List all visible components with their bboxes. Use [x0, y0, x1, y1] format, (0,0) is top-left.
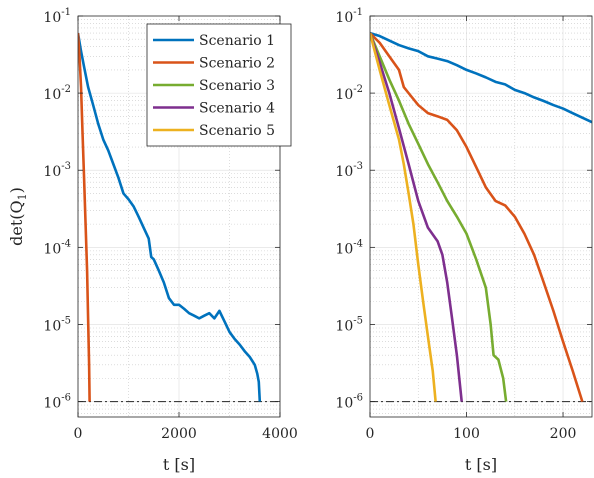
y-axis-label: det(Q1) — [7, 187, 29, 246]
x-axis-label-left: t [s] — [163, 455, 195, 474]
series-line-scenario-5 — [370, 32, 437, 402]
legend-label: Scenario 1 — [199, 33, 275, 49]
x-tick-label: 200 — [550, 426, 577, 442]
axes-box — [369, 15, 593, 418]
y-tick-label: 10-2 — [335, 84, 363, 103]
y-tick-label: 10-1 — [43, 7, 71, 26]
left-panel: 0 2000 4000 10-6 10-5 10-4 10-3 10-2 10-1 — [43, 7, 297, 442]
legend: Scenario 1 Scenario 2 Scenario 3 Scenario 4… — [146, 23, 292, 147]
y-tick-label: 10-6 — [43, 393, 71, 412]
y-tick-label: 10-3 — [335, 161, 363, 180]
x-tick-label: 2000 — [161, 426, 197, 442]
y-tick-label: 10-5 — [335, 315, 363, 334]
legend-label: Scenario 4 — [199, 101, 275, 117]
legend-label: Scenario 5 — [199, 123, 275, 139]
y-tick-label: 10-4 — [43, 238, 71, 257]
x-tick-label: 0 — [366, 426, 375, 442]
series-line-scenario-1 — [78, 32, 262, 402]
y-tick-label: 10-2 — [43, 84, 71, 103]
legend-label: Scenario 3 — [199, 78, 275, 94]
series-line-scenario-3 — [370, 32, 508, 402]
series-line-scenario-1 — [370, 31, 592, 124]
series-line-scenario-2 — [78, 33, 91, 402]
right-panel: 0 100 200 10-6 10-5 10-4 10-3 10-2 10-1 — [335, 7, 593, 442]
y-tick-label: 10-1 — [335, 7, 363, 26]
legend-label: Scenario 2 — [199, 56, 275, 72]
x-tick-label: 0 — [74, 426, 83, 442]
y-tick-label: 10-5 — [43, 315, 71, 334]
y-tick-label: 10-6 — [335, 393, 363, 412]
x-tick-label: 100 — [453, 426, 480, 442]
series-line-scenario-4 — [370, 32, 463, 402]
series-line-scenario-2 — [370, 32, 584, 402]
y-tick-label: 10-4 — [335, 238, 363, 257]
x-tick-label: 4000 — [262, 426, 298, 442]
y-tick-label: 10-3 — [43, 161, 71, 180]
x-axis-label-right: t [s] — [465, 455, 497, 474]
